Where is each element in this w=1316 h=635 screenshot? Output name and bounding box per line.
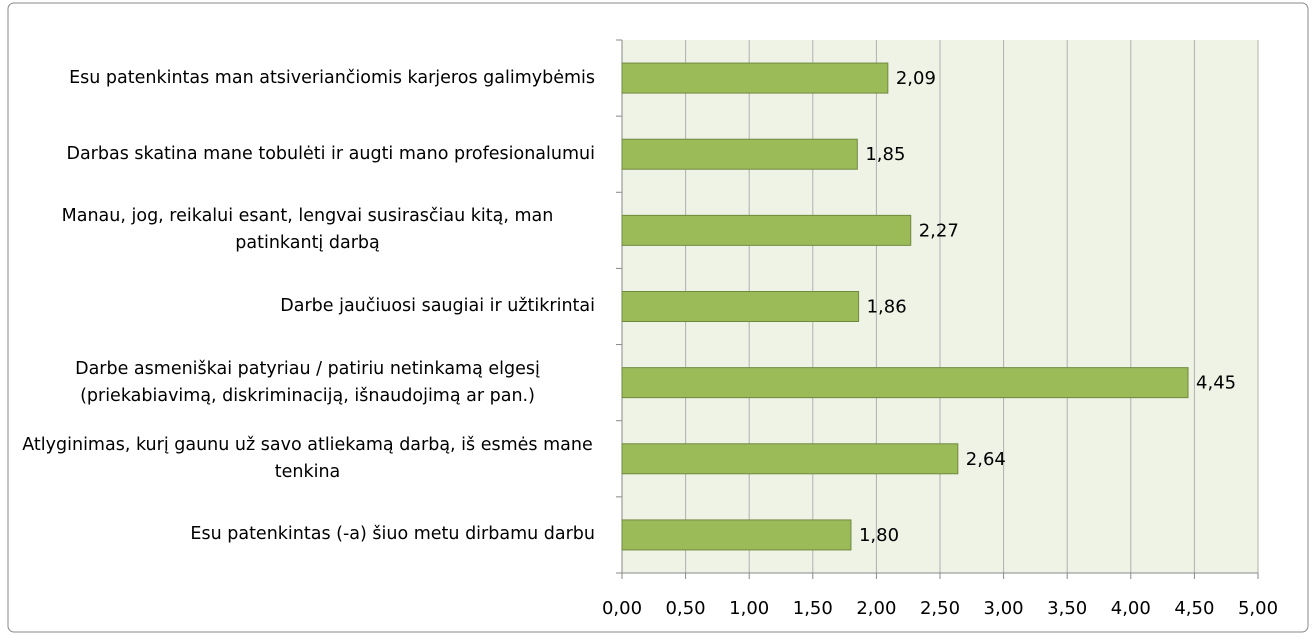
x-tick-label: 3,50 <box>1047 598 1087 619</box>
value-label: 2,27 <box>919 220 959 241</box>
value-label: 1,86 <box>867 297 907 318</box>
value-label: 1,80 <box>859 525 899 546</box>
category-text: Atlyginimas, kurį gaunu už savo atliekam… <box>22 434 593 482</box>
category-text: Esu patenkintas man atsiveriančiomis kar… <box>69 67 595 88</box>
y-tick-label: Darbe asmeniškai patyriau / patiriu neti… <box>20 356 595 410</box>
bar <box>621 367 1189 399</box>
bar <box>621 62 889 94</box>
y-tick-label: Esu patenkintas man atsiveriančiomis kar… <box>20 65 595 92</box>
y-tick-label: Darbe jaučiuosi saugiai ir užtikrintai <box>20 293 595 320</box>
category-text: Manau, jog, reikalui esant, lengvai susi… <box>61 206 554 254</box>
value-label: 2,64 <box>966 449 1006 470</box>
x-tick-label: 1,00 <box>729 598 769 619</box>
value-label: 2,09 <box>896 68 936 89</box>
bar <box>621 214 912 246</box>
x-tick-label: 3,00 <box>984 598 1024 619</box>
bar <box>621 443 959 475</box>
category-text: Darbe asmeniškai patyriau / patiriu neti… <box>75 358 540 406</box>
category-text: Esu patenkintas (-a) šiuo metu dirbamu d… <box>190 524 595 545</box>
value-label: 4,45 <box>1196 373 1236 394</box>
x-tick-label: 2,00 <box>856 598 896 619</box>
x-tick-label: 1,50 <box>793 598 833 619</box>
bar <box>621 519 852 551</box>
x-tick-label: 2,50 <box>920 598 960 619</box>
x-tick-label: 0,00 <box>602 598 642 619</box>
y-tick-label: Manau, jog, reikalui esant, lengvai susi… <box>20 203 595 257</box>
bar <box>621 291 860 322</box>
x-tick-label: 5,00 <box>1238 598 1278 619</box>
x-tick-label: 4,00 <box>1111 598 1151 619</box>
category-text: Darbe jaučiuosi saugiai ir užtikrintai <box>280 296 595 316</box>
category-text: Darbas skatina mane tobulėti ir augti ma… <box>66 143 595 164</box>
y-tick-label: Atlyginimas, kurį gaunu už savo atliekam… <box>20 432 595 486</box>
y-tick-label: Esu patenkintas (-a) šiuo metu dirbamu d… <box>20 521 595 548</box>
x-tick-label: 0,50 <box>666 598 706 619</box>
bar <box>621 138 858 170</box>
value-label: 1,85 <box>865 144 905 165</box>
x-tick-label: 4,50 <box>1174 598 1214 619</box>
y-tick-label: Darbas skatina mane tobulėti ir augti ma… <box>20 141 595 168</box>
